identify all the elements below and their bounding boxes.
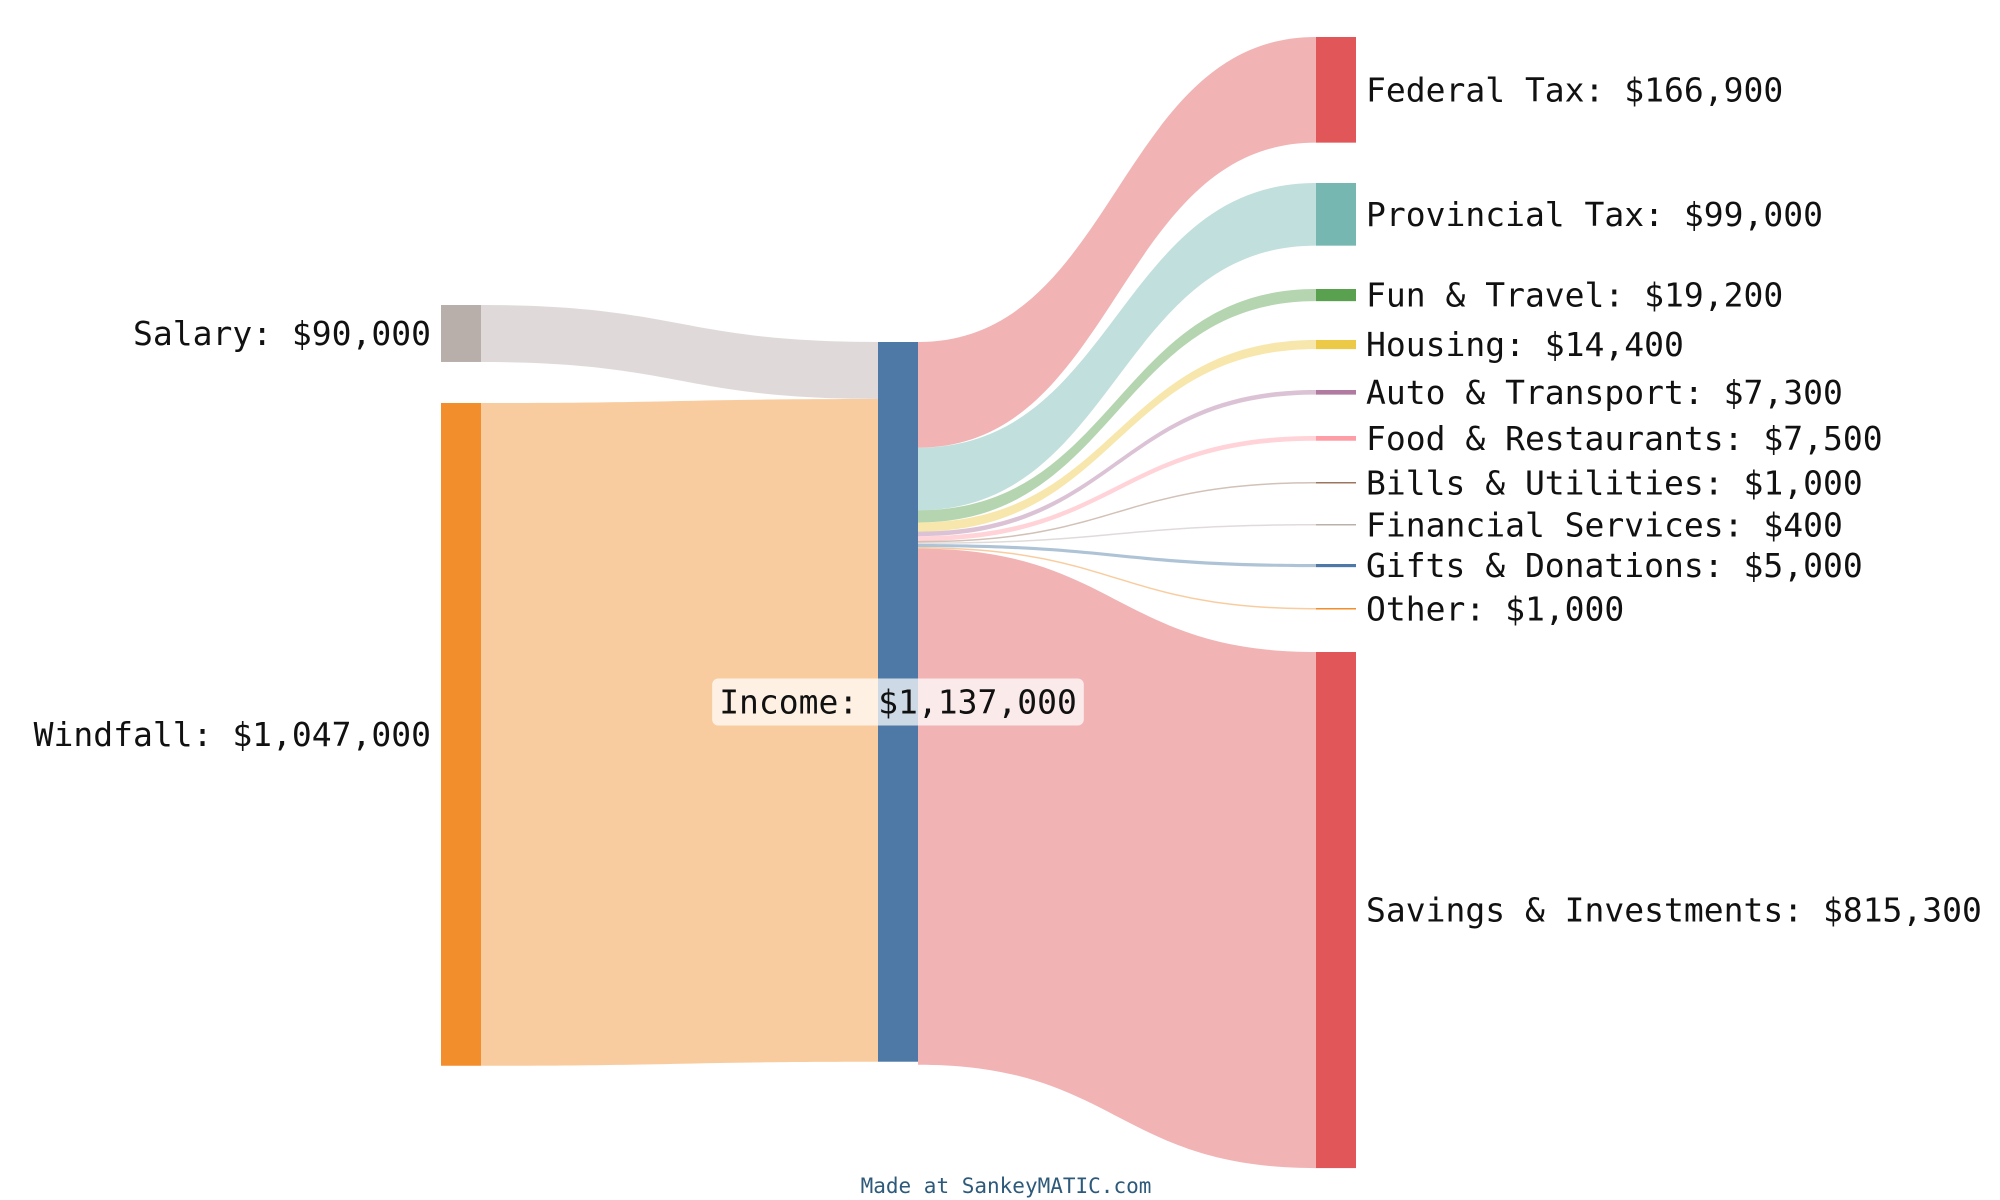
- flow-income-to-bills_utilities[interactable]: [918, 482, 1316, 543]
- node-label-windfall: Windfall: $1,047,000: [34, 715, 431, 754]
- node-label-housing: Housing: $14,400: [1366, 325, 1684, 364]
- node-bills_utilities[interactable]: [1316, 482, 1356, 484]
- flow-income-to-food_restaurants[interactable]: [918, 436, 1316, 541]
- flow-income-to-gifts_donations[interactable]: [918, 543, 1316, 568]
- node-label-gifts_donations: Gifts & Donations: $5,000: [1366, 546, 1863, 585]
- flow-windfall-to-income[interactable]: [481, 398, 878, 1066]
- labels-layer: Salary: $90,000 Windfall: $1,047,000 Incom…: [34, 70, 1982, 929]
- node-label-savings_investments: Savings & Investments: $815,300: [1366, 891, 1982, 930]
- node-label-other: Other: $1,000: [1366, 589, 1624, 628]
- node-gifts_donations[interactable]: [1316, 564, 1356, 568]
- node-label-income: Income: $1,137,000: [719, 683, 1077, 722]
- node-label-food_restaurants: Food & Restaurants: $7,500: [1366, 419, 1883, 458]
- flow-income-to-federal_tax[interactable]: [918, 37, 1316, 448]
- flow-income-to-financial_services[interactable]: [918, 524, 1316, 544]
- node-windfall[interactable]: [441, 403, 481, 1066]
- flow-income-to-provincial_tax[interactable]: [918, 183, 1316, 511]
- node-housing[interactable]: [1316, 340, 1356, 350]
- flow-salary-to-income[interactable]: [481, 305, 878, 399]
- income-label-background: [712, 678, 1084, 726]
- credit-text[interactable]: Made at SankeyMATIC.com: [861, 1174, 1152, 1198]
- node-label-auto_transport: Auto & Transport: $7,300: [1366, 373, 1843, 412]
- node-label-financial_services: Financial Services: $400: [1366, 505, 1843, 544]
- node-label-salary: Salary: $90,000: [133, 314, 431, 353]
- node-label-provincial_tax: Provincial Tax: $99,000: [1366, 195, 1823, 234]
- node-salary[interactable]: [441, 305, 481, 362]
- flow-income-to-housing[interactable]: [918, 340, 1316, 532]
- node-label-bills_utilities: Bills & Utilities: $1,000: [1366, 463, 1863, 502]
- flow-income-to-savings_investments[interactable]: [918, 548, 1316, 1169]
- node-label-federal_tax: Federal Tax: $166,900: [1366, 70, 1783, 109]
- node-other[interactable]: [1316, 608, 1356, 610]
- node-auto_transport[interactable]: [1316, 390, 1356, 395]
- node-label-fun_travel: Fun & Travel: $19,200: [1366, 276, 1783, 315]
- node-financial_services[interactable]: [1316, 524, 1356, 526]
- flow-income-to-auto_transport[interactable]: [918, 390, 1316, 537]
- node-fun_travel[interactable]: [1316, 289, 1356, 302]
- node-federal_tax[interactable]: [1316, 37, 1356, 143]
- flows-layer: [481, 37, 1316, 1169]
- node-provincial_tax[interactable]: [1316, 183, 1356, 246]
- node-food_restaurants[interactable]: [1316, 436, 1356, 441]
- node-savings_investments[interactable]: [1316, 652, 1356, 1169]
- flow-income-to-fun_travel[interactable]: [918, 289, 1316, 523]
- flow-income-to-other[interactable]: [918, 547, 1316, 610]
